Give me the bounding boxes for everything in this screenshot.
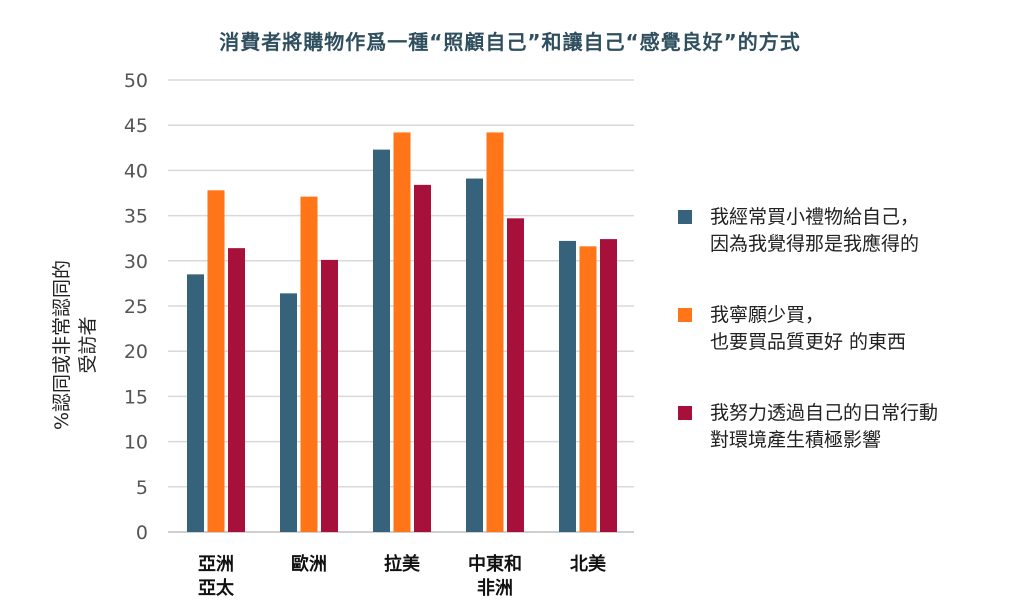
legend-item-1: 我經常買小禮物給自己， 因為我覺得那是我應得的 (678, 204, 1018, 258)
bar-series-1-cat-1 (187, 274, 204, 532)
y-tick-label: 45 (124, 115, 148, 137)
y-tick-label: 40 (124, 160, 148, 182)
legend-label-3-line-1: 我努力透過自己的日常行動 (710, 402, 939, 424)
bar-series-3-cat-5 (600, 239, 617, 532)
y-tick-label: 10 (124, 432, 148, 454)
x-tick-label: 歐洲 (291, 553, 327, 575)
legend-label-2-line-2: 也要買品質更好 的東西 (710, 331, 907, 353)
x-tick-label: 非洲 (477, 577, 513, 599)
bar-series-3-cat-2 (321, 259, 338, 532)
y-tick-label: 0 (136, 522, 148, 544)
legend-item-3: 我努力透過自己的日常行動 對環境產生積極影響 (678, 400, 1018, 454)
chart-title: 消費者將購物作爲一種“照顧自己”和讓自己“感覺良好”的方式 (219, 30, 801, 54)
x-tick-label: 亞太 (198, 577, 235, 599)
legend-label-1-line-1: 我經常買小禮物給自己， (710, 206, 920, 228)
y-tick-label: 35 (124, 206, 148, 228)
y-tick-label: 15 (124, 386, 148, 408)
y-tick-label: 5 (136, 477, 148, 499)
x-tick-label: 拉美 (384, 553, 420, 575)
bar-series-1-cat-3 (373, 149, 390, 532)
y-tick-label: 50 (124, 70, 148, 92)
bar-series-2-cat-5 (579, 246, 597, 532)
y-tick-label: 25 (124, 296, 148, 318)
bar-series-2-cat-3 (393, 132, 411, 532)
legend-item-2: 我寧願少買， 也要買品質更好 的東西 (678, 302, 1018, 356)
legend-swatch-3 (678, 406, 692, 420)
bar-series-1-cat-5 (559, 240, 576, 533)
bar-series-3-cat-3 (414, 184, 431, 532)
legend-swatch-1 (678, 210, 692, 224)
bar-series-2-cat-4 (486, 132, 504, 532)
bar-series-1-cat-4 (466, 178, 483, 532)
y-tick-label: 20 (124, 341, 148, 363)
y-tick-label: 30 (124, 251, 148, 273)
bar-series-3-cat-4 (507, 218, 524, 532)
x-tick-label: 北美 (570, 553, 606, 575)
legend-label-2-line-1: 我寧願少買， (710, 304, 825, 326)
legend-label-3-line-2: 對環境產生積極影響 (710, 429, 882, 451)
bar-series-2-cat-1 (207, 190, 225, 532)
legend-swatch-2 (678, 308, 692, 322)
x-tick-label: 亞洲 (198, 554, 234, 575)
legend-label-1-line-2: 因為我覺得那是我應得的 (710, 233, 920, 255)
bar-series-1-cat-2 (280, 293, 297, 532)
bar-series-2-cat-2 (300, 196, 318, 532)
bar-series-3-cat-1 (228, 248, 245, 533)
x-tick-label: 中東和 (468, 553, 522, 575)
legend: 我經常買小禮物給自己， 因為我覺得那是我應得的 我寧願少買， 也要買品質更好 的… (678, 204, 1018, 498)
